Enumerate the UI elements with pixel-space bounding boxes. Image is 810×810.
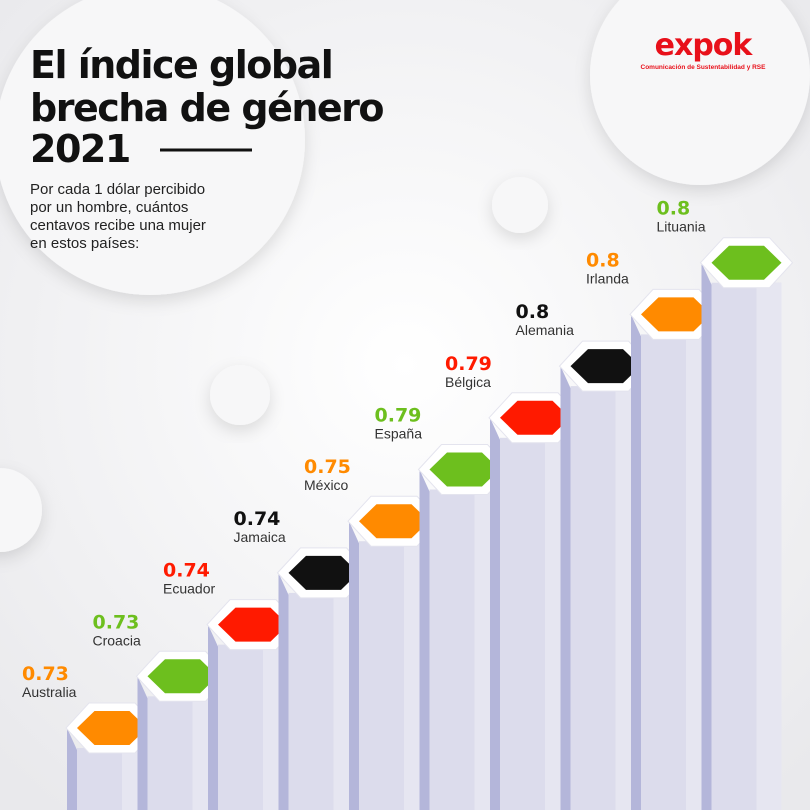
decor-circle bbox=[492, 177, 548, 233]
pillar-side bbox=[631, 314, 641, 810]
decor-circle bbox=[590, 0, 810, 185]
subtitle-line: Por cada 1 dólar percibido bbox=[30, 181, 205, 198]
pillar-shade bbox=[756, 282, 782, 810]
subtitle-line: en estos países: bbox=[30, 235, 139, 252]
pillar-side bbox=[208, 624, 218, 810]
country-label: Australia bbox=[22, 684, 77, 700]
pillar-side bbox=[701, 262, 712, 810]
hex bbox=[429, 452, 500, 487]
pillar-side bbox=[137, 676, 148, 810]
value-label: 0.8 bbox=[516, 301, 550, 323]
subtitle-line: centavos recibe una mujer bbox=[30, 217, 206, 234]
value-label: 0.8 bbox=[657, 198, 691, 220]
title-line: El índice global bbox=[30, 43, 332, 87]
pillar-side bbox=[67, 728, 77, 810]
country-label: Lituania bbox=[657, 219, 706, 235]
decor-circle bbox=[210, 365, 270, 425]
brand-name: expok bbox=[655, 28, 754, 63]
value-label: 0.73 bbox=[22, 663, 69, 685]
title-line: brecha de género bbox=[30, 86, 383, 130]
hex bbox=[711, 245, 782, 280]
country-label: Bélgica bbox=[445, 374, 491, 390]
hex bbox=[359, 504, 429, 539]
hex bbox=[77, 711, 147, 745]
subtitle-line: por un hombre, cuántos bbox=[30, 199, 188, 216]
hex bbox=[218, 607, 288, 642]
pillar-side bbox=[560, 366, 571, 810]
value-label: 0.79 bbox=[375, 405, 422, 427]
country-label: Irlanda bbox=[586, 270, 629, 286]
hex bbox=[641, 297, 711, 332]
country-label: México bbox=[304, 477, 349, 493]
value-label: 0.8 bbox=[586, 249, 620, 271]
hex bbox=[147, 659, 218, 694]
country-label: Alemania bbox=[516, 322, 575, 338]
hex bbox=[500, 400, 570, 435]
value-label: 0.74 bbox=[234, 508, 281, 530]
pillar-side bbox=[278, 572, 289, 810]
pillar-side bbox=[490, 417, 500, 810]
decor-circle bbox=[0, 468, 42, 552]
country-label: Croacia bbox=[93, 632, 141, 648]
value-label: 0.75 bbox=[304, 456, 351, 478]
pillar-side bbox=[349, 521, 359, 810]
value-label: 0.79 bbox=[445, 353, 492, 375]
country-label: Ecuador bbox=[163, 581, 215, 597]
steps: 0.73Australia0.73Croacia0.74Ecuador0.74J… bbox=[22, 198, 794, 810]
pillar-side bbox=[419, 469, 430, 810]
brand-tagline: Comunicación de Sustentabilidad y RSE bbox=[641, 64, 767, 71]
country-label: Jamaica bbox=[234, 529, 286, 545]
title-line: 2021 bbox=[30, 127, 130, 171]
value-label: 0.74 bbox=[163, 560, 210, 582]
country-label: España bbox=[375, 426, 423, 442]
value-label: 0.73 bbox=[93, 611, 140, 633]
hex bbox=[288, 555, 359, 590]
decor-circle bbox=[0, 0, 305, 295]
hex bbox=[570, 349, 641, 384]
